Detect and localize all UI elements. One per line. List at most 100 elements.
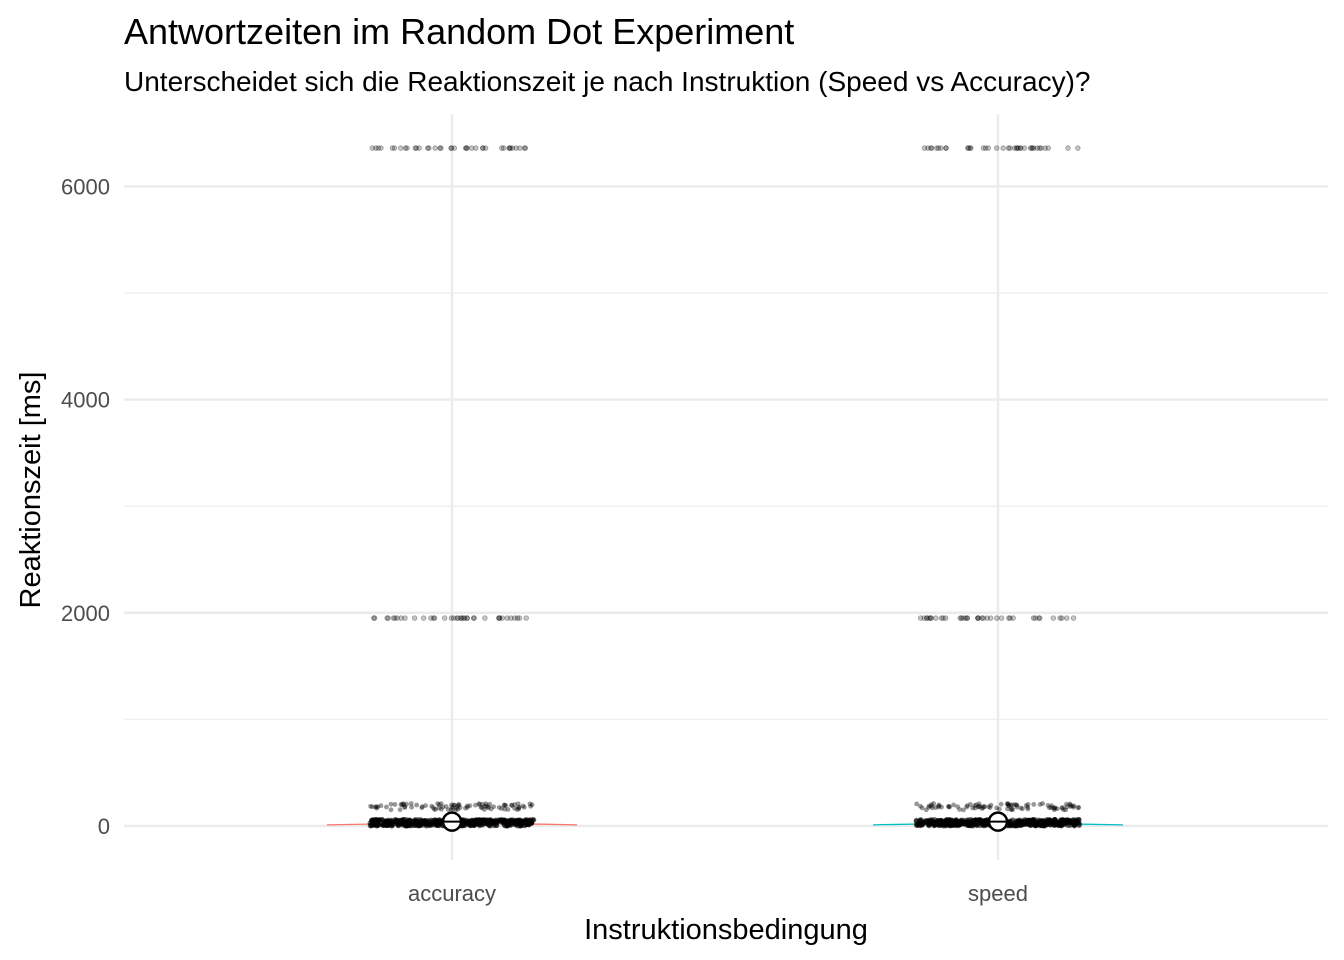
outlier-point [943,145,949,151]
data-point [404,801,409,807]
data-point [972,805,978,811]
data-point [438,806,444,812]
data-point [1025,806,1031,812]
data-point [947,804,952,810]
outlier-point [938,615,945,621]
outlier-point [1037,145,1043,151]
outlier-point [1018,145,1024,151]
data-point [1068,804,1074,809]
data-point [1005,801,1010,806]
outlier-point [921,145,928,151]
outlier-point [1011,145,1018,151]
outlier-point [1013,145,1020,151]
outlier-point [964,145,971,151]
data-point [423,803,428,809]
outlier-point [506,145,513,151]
data-point [976,804,982,810]
data-point [512,805,517,811]
data-point [509,802,515,808]
data-point [451,802,457,808]
data-point [1025,804,1030,810]
data-point [946,804,951,809]
outlier-point [921,615,927,621]
data-point [502,802,508,808]
outlier-point [940,615,946,621]
outlier-point [1045,145,1051,151]
outlier-point [426,145,432,151]
y-tick-label: 4000 [61,388,110,413]
data-point [946,818,952,824]
outlier-point [960,615,966,621]
outlier-point [984,615,990,621]
data-point [1052,805,1058,810]
data-point [917,803,923,809]
outlier-point [522,145,529,151]
data-point [487,823,493,829]
outlier-point [506,145,512,151]
outlier-point [1038,145,1044,151]
outlier-point [521,145,528,151]
outlier-point [461,615,468,621]
data-point [986,804,992,810]
data-point [967,801,973,807]
data-point [402,804,408,810]
data-point [973,802,979,808]
data-point [955,804,960,810]
data-point [373,804,379,810]
y-axis-label: Reaktionszeit [ms] [15,372,47,609]
data-point [956,823,962,829]
data-point [517,817,524,823]
outlier-point [943,145,949,151]
outlier-point [964,615,970,621]
outlier-point [425,145,431,151]
outlier-point [385,615,391,621]
data-point [435,801,441,807]
data-point [1075,805,1081,811]
y-tick-label: 2000 [61,601,110,626]
data-point [397,820,403,826]
outlier-point [1000,145,1006,151]
outlier-point [373,145,379,151]
data-point [455,802,461,808]
chart-title: Antwortzeiten im Random Dot Experiment [124,11,794,52]
data-point [1033,817,1039,823]
outlier-point [463,145,470,151]
outlier-point [458,615,464,621]
outlier-point [1030,615,1037,621]
data-point [970,805,976,811]
data-point [917,822,923,829]
outlier-point [964,615,970,621]
data-point [1008,807,1014,813]
data-point [1050,805,1056,811]
data-point [500,819,506,825]
outlier-point [402,615,408,621]
data-point [979,806,985,811]
data-point [400,817,406,823]
outlier-point [1021,145,1028,151]
data-point [1023,818,1029,824]
data-point [1076,804,1081,810]
data-point [478,804,484,810]
data-point [527,801,533,807]
outlier-point [497,615,503,621]
outlier-point [432,145,438,151]
data-point [974,822,980,828]
data-point [1045,802,1051,808]
data-point [1005,801,1011,807]
outlier-point [929,145,935,151]
data-point [520,803,526,809]
data-point [438,801,444,807]
outlier-point [938,145,944,151]
data-point [1025,802,1031,807]
data-point [1061,807,1067,813]
data-point [528,803,534,809]
data-point [926,804,932,810]
data-point [467,803,473,809]
data-point [480,801,485,807]
data-point [485,805,491,811]
y-axis-ticks: 0 2000 4000 6000 [61,174,110,838]
data-point [449,802,454,808]
outlier-point [448,615,455,621]
outlier-point [1017,145,1023,151]
outlier-point [438,145,444,151]
